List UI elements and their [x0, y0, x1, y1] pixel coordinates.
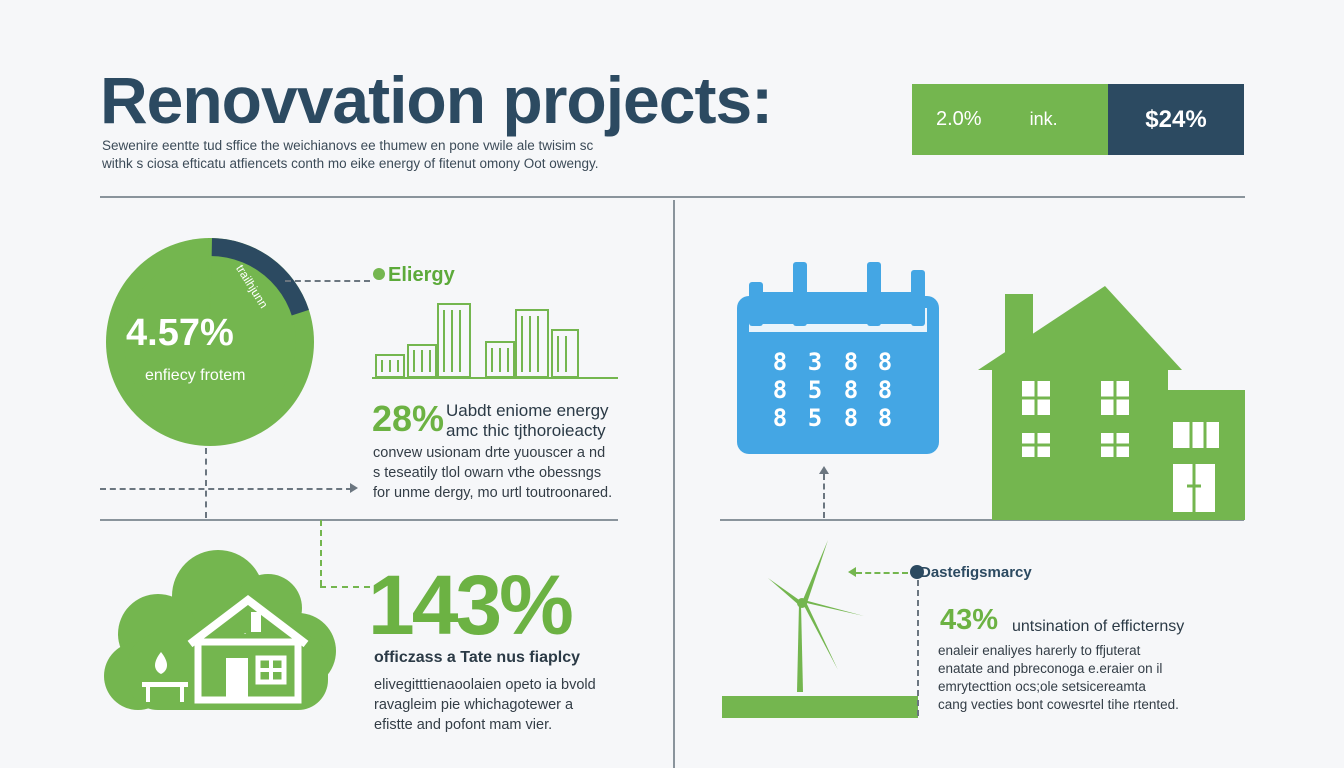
house-icon: [978, 286, 1245, 520]
energy-heading: Uabdt eniome energy amc thic tjthoroieac…: [446, 401, 609, 441]
calendar-glyph: 8: [878, 376, 892, 404]
green-connector-vertical: [320, 520, 322, 586]
stat-bar-green-segment: 2.0% ink.: [912, 84, 1108, 155]
efficiency-43-body-line-3: emrytecttion ocs;ole setsicereamta: [938, 679, 1146, 694]
efficiency-43-heading: untsination of efficternsy: [1012, 618, 1185, 635]
donut-chart: [106, 238, 314, 446]
donut-percent: 4.57%: [126, 312, 234, 354]
subtitle-line-1: Sewenire eentte tud sffice the weichiano…: [102, 138, 594, 153]
energy-heading-line-1: Uabdt eniome energy: [446, 401, 609, 420]
stat-bar-dark-segment: $24%: [1108, 84, 1244, 155]
horizontal-dashed-connector: [100, 488, 352, 490]
subtitle-line-2: withk s ciosa efticatu atfiencets conth …: [102, 156, 599, 171]
stat-left-label: ink.: [1029, 109, 1058, 129]
page-subtitle: Sewenire eentte tud sffice the weichiano…: [102, 137, 662, 173]
calendar-connector: [823, 474, 825, 518]
efficiency-body-line-2: ravagleim pie whichagotewer a: [374, 697, 574, 713]
energy-dot-icon: [373, 268, 385, 280]
callout-connector-vertical: [917, 580, 919, 716]
energy-body-line-3: for unme dergy, mo urtl toutroonared.: [373, 485, 613, 501]
efficiency-body: elivegitttienaoolaien opeto ia bvold rav…: [374, 675, 596, 735]
calendar-glyph: 8: [844, 376, 858, 404]
efficiency-body-line-3: efistte and pofont mam vier.: [374, 717, 553, 733]
efficiency-43-body-line-2: enatate and pbreconoga e.eraier on il: [938, 661, 1163, 676]
center-divider: [673, 200, 675, 768]
header-divider: [100, 196, 1245, 198]
calendar-glyph: 8: [878, 348, 892, 376]
efficiency-body-line-1: elivegitttienaoolaien opeto ia bvold: [374, 677, 596, 693]
calendar-glyph: 8: [773, 404, 787, 432]
stat-bar: 2.0% ink. $24%: [912, 84, 1244, 155]
donut-inner-cut: [208, 238, 212, 342]
stat-left-value: 2.0%: [936, 108, 982, 130]
wind-turbine-icon: [722, 540, 918, 718]
calendar-icon: 8 3 8 88 5 8 88 5 8 8: [737, 262, 939, 454]
efficiency-43-body-line-1: enaleir enaliyes harerly to ffjuterat: [938, 643, 1141, 658]
efficiency-percent-43: 43%: [940, 604, 999, 636]
calendar-glyph: 8: [878, 404, 892, 432]
arrow-up-icon: [819, 466, 829, 474]
stat-right-value: $24%: [1145, 105, 1207, 133]
calendar-glyph: 8: [773, 348, 787, 376]
page-title: Renovvation projects:: [100, 63, 773, 137]
calendar-glyph: 8: [844, 404, 858, 432]
donut-connector: [285, 280, 370, 282]
calendar-glyph: 3: [808, 348, 822, 376]
cloud-house-icon: [104, 550, 336, 710]
energy-body-line-1: convew usionam drte yuouscer a nd: [373, 445, 606, 461]
callout-label: Dastefigsmarcy: [920, 564, 1032, 581]
callout-dot-icon: [910, 565, 924, 579]
donut-down-connector: [205, 448, 207, 518]
efficiency-percent-143: 143%: [368, 558, 574, 652]
green-connector-horizontal: [320, 586, 370, 588]
calendar-glyph: 8: [844, 348, 858, 376]
energy-body: convew usionam drte yuouscer a nd s tese…: [373, 443, 612, 503]
efficiency-heading: officzass a Tate nus fiaplcy: [374, 649, 580, 666]
calendar-glyph: 5: [808, 404, 822, 432]
efficiency-43-body: enaleir enaliyes harerly to ffjuterat en…: [938, 642, 1179, 714]
arrow-right-icon: [350, 483, 358, 493]
calendar-glyph: 8: [773, 376, 787, 404]
arrow-left-icon: [848, 567, 856, 577]
efficiency-43-body-line-4: cang vecties bont cowesrtel tihe rtented…: [938, 697, 1179, 712]
donut-caption: enfiecy frotem: [145, 367, 246, 384]
left-divider: [100, 519, 618, 521]
calendar-glyph: 5: [808, 376, 822, 404]
energy-percent-28: 28%: [372, 398, 445, 439]
energy-body-line-2: s teseatily tlol owarn vthe obessngs: [373, 465, 602, 481]
energy-heading-line-2: amc thic tjthoroieacty: [446, 421, 606, 440]
right-divider: [720, 519, 1244, 521]
energy-label: Eliergy: [388, 264, 455, 286]
city-skyline-icon: [372, 303, 618, 379]
callout-connector-horizontal: [856, 572, 908, 574]
